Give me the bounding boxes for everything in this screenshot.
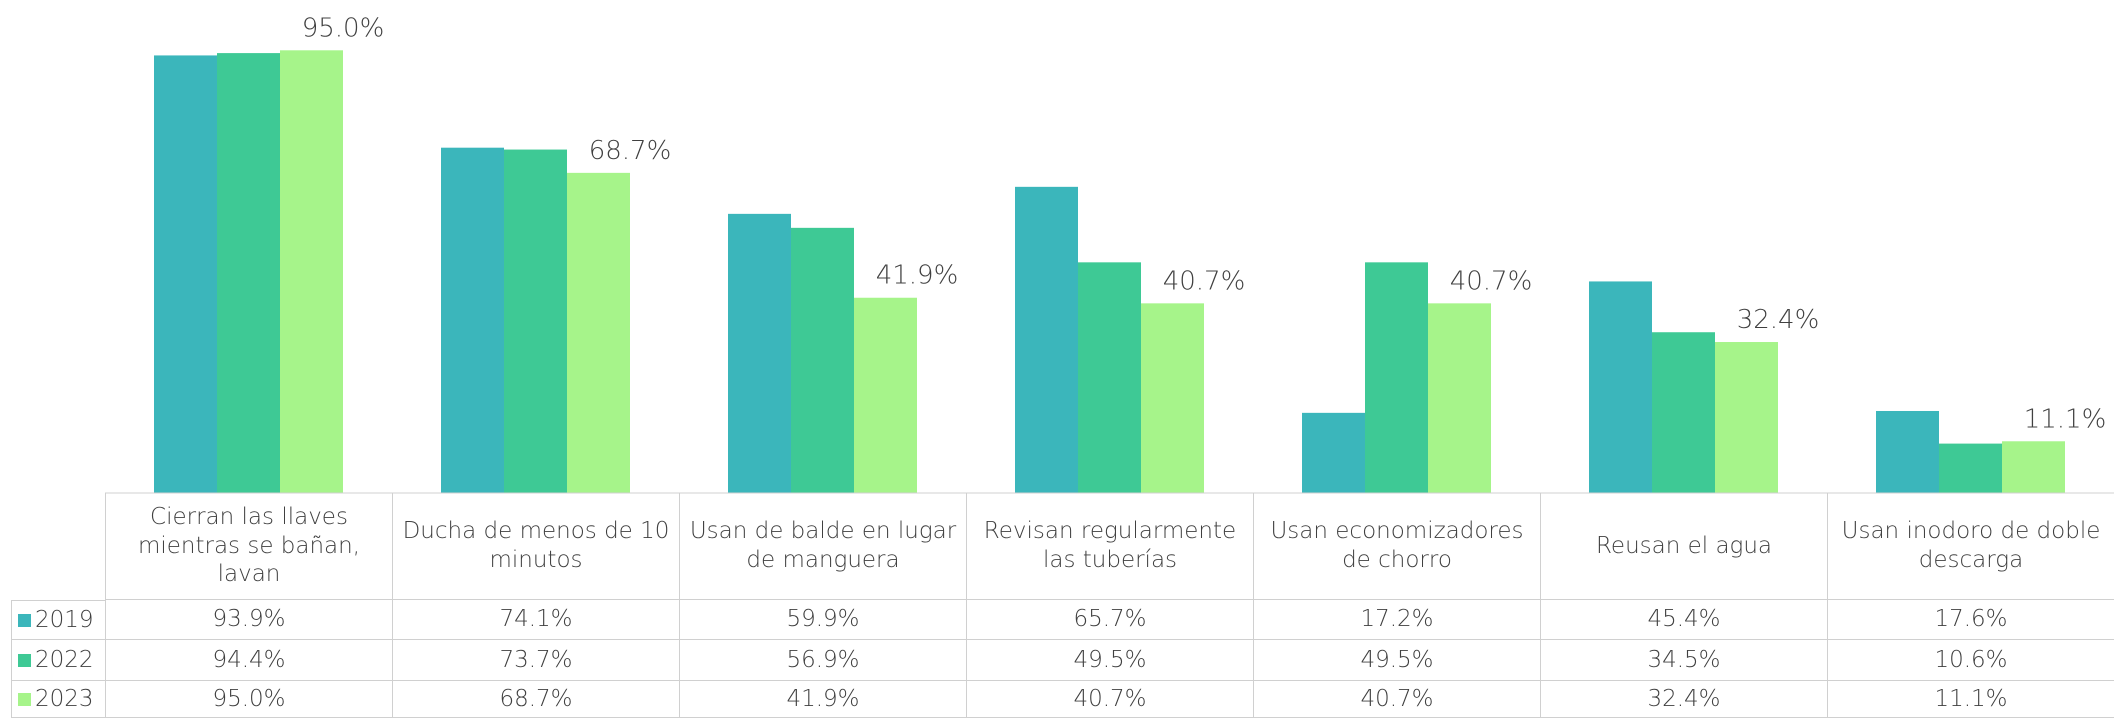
table-cell: 95.0% (105, 681, 392, 718)
legend-label: 2023 (35, 685, 94, 712)
category-label: Usan economizadores de chorro (1253, 493, 1540, 600)
bar (854, 297, 917, 493)
data-label: 40.7% (1163, 266, 1246, 296)
bar (567, 172, 630, 493)
data-label: 40.7% (1450, 266, 1533, 296)
table-cell: 93.9% (105, 600, 392, 640)
bar (1589, 281, 1652, 493)
table-cell: 40.7% (1253, 681, 1540, 718)
bar (1939, 443, 2002, 493)
bar (728, 213, 791, 493)
table-cell: 49.5% (966, 640, 1253, 681)
legend-entry: 2023 (11, 681, 105, 718)
category-label: Reusan el agua (1540, 493, 1827, 600)
table-cell: 17.6% (1827, 600, 2114, 640)
data-label: 32.4% (1737, 305, 1820, 335)
category-label: Usan de balde en lugar de manguera (679, 493, 966, 600)
bar (1078, 262, 1141, 493)
bar (217, 53, 280, 493)
table-cell: 40.7% (966, 681, 1253, 718)
data-label: 95.0% (302, 13, 385, 43)
bar (1015, 186, 1078, 493)
bar (154, 55, 217, 494)
legend-swatch (18, 613, 31, 627)
category-label: Revisan regularmente las tuberías (966, 493, 1253, 600)
bar (1141, 303, 1204, 493)
table-cell: 68.7% (392, 681, 679, 718)
legend-label: 2022 (35, 646, 94, 673)
table-cell: 65.7% (966, 600, 1253, 640)
legend-entry: 2019 (11, 600, 105, 640)
bar (1302, 412, 1365, 493)
table-cell: 94.4% (105, 640, 392, 681)
bar (1652, 332, 1715, 493)
table-cell: 11.1% (1827, 681, 2114, 718)
data-label: 68.7% (589, 136, 672, 166)
legend-label: 2019 (35, 606, 94, 633)
bar (1365, 262, 1428, 493)
bar (280, 50, 343, 494)
bar (504, 149, 567, 494)
table-cell: 74.1% (392, 600, 679, 640)
data-label: 41.9% (876, 261, 959, 291)
bar (1428, 303, 1491, 493)
table-cell: 34.5% (1540, 640, 1827, 681)
table-cell: 41.9% (679, 681, 966, 718)
data-label: 11.1% (2024, 404, 2107, 434)
bar (1876, 410, 1939, 493)
bar (441, 147, 504, 493)
bar (1715, 342, 1778, 493)
legend-entry: 2022 (11, 640, 105, 681)
table-cell: 49.5% (1253, 640, 1540, 681)
table-cell: 56.9% (679, 640, 966, 681)
table-cell: 73.7% (392, 640, 679, 681)
bar (791, 227, 854, 493)
table-cell: 10.6% (1827, 640, 2114, 681)
legend-swatch (18, 692, 31, 706)
bar (2002, 441, 2065, 493)
category-label: Usan inodoro de doble descarga (1827, 493, 2114, 600)
table-cell: 59.9% (679, 600, 966, 640)
table-cell: 17.2% (1253, 600, 1540, 640)
table-cell: 32.4% (1540, 681, 1827, 718)
category-label: Ducha de menos de 10 minutos (392, 493, 679, 600)
category-label: Cierran las llaves mientras se bañan, la… (105, 493, 392, 600)
legend-swatch (18, 653, 31, 667)
table-cell: 45.4% (1540, 600, 1827, 640)
